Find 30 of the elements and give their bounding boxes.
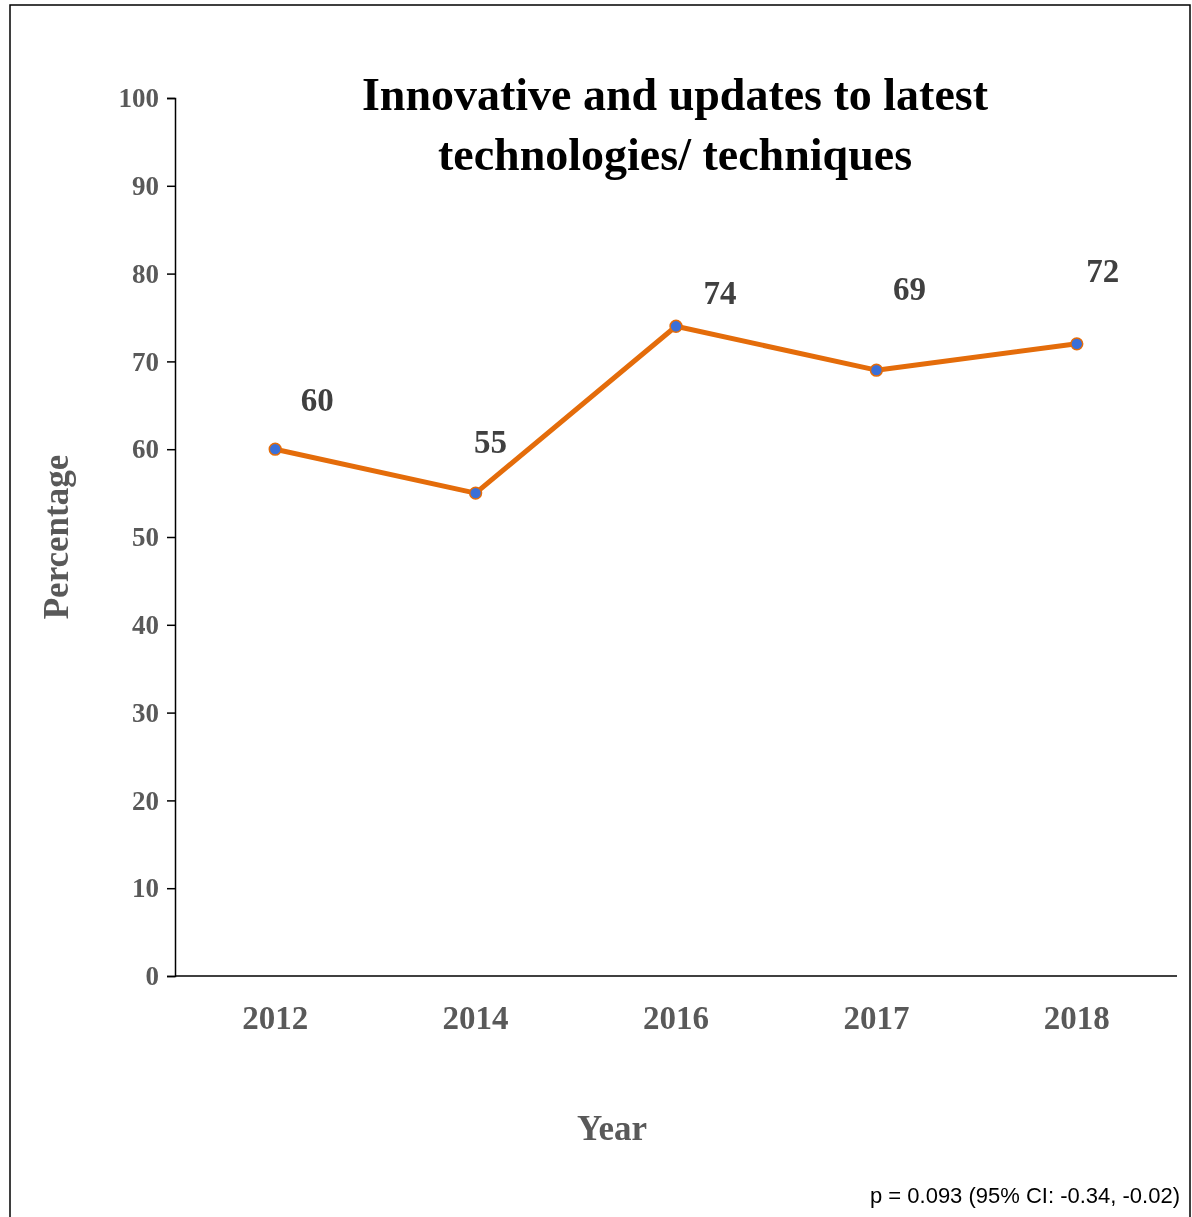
x-axis-title: Year (577, 1109, 647, 1148)
y-tick-label: 40 (132, 609, 159, 640)
data-label: 69 (892, 271, 926, 308)
y-tick-label: 70 (132, 346, 159, 377)
y-tick-label: 100 (118, 83, 159, 114)
x-tick-label: 2012 (242, 1000, 309, 1037)
y-tick-label: 0 (145, 961, 159, 992)
y-tick-label: 20 (132, 785, 159, 816)
text: p = 0.093 (95% CI: -0.34, -0.02) (869, 1183, 1180, 1208)
x-tick-label: 2016 (643, 1000, 709, 1037)
y-tick-label: 60 (132, 434, 159, 465)
data-label: 60 (300, 382, 334, 419)
point (869, 363, 884, 377)
point (1070, 337, 1084, 351)
y-tick-label: 30 (132, 697, 159, 728)
x-tick-label: 2017 (843, 1000, 910, 1037)
y-tick-label: 10 (132, 873, 159, 904)
y-tick-label: 80 (132, 258, 159, 289)
data-label: 72 (1086, 252, 1120, 289)
x-tick-label: 2018 (1043, 1000, 1110, 1037)
x-tick-label: 2014 (442, 1000, 509, 1037)
y-tick-label: 90 (132, 170, 159, 201)
point (468, 486, 483, 500)
y-tick-label: 50 (132, 522, 159, 553)
point (669, 319, 683, 333)
data-label: 74 (703, 275, 737, 312)
point (268, 442, 282, 456)
y-axis-title: Percentage (37, 454, 76, 620)
chart-title: Innovative and updates to latest technologies/ techniques (361, 69, 989, 180)
data-label: 55 (474, 424, 508, 461)
